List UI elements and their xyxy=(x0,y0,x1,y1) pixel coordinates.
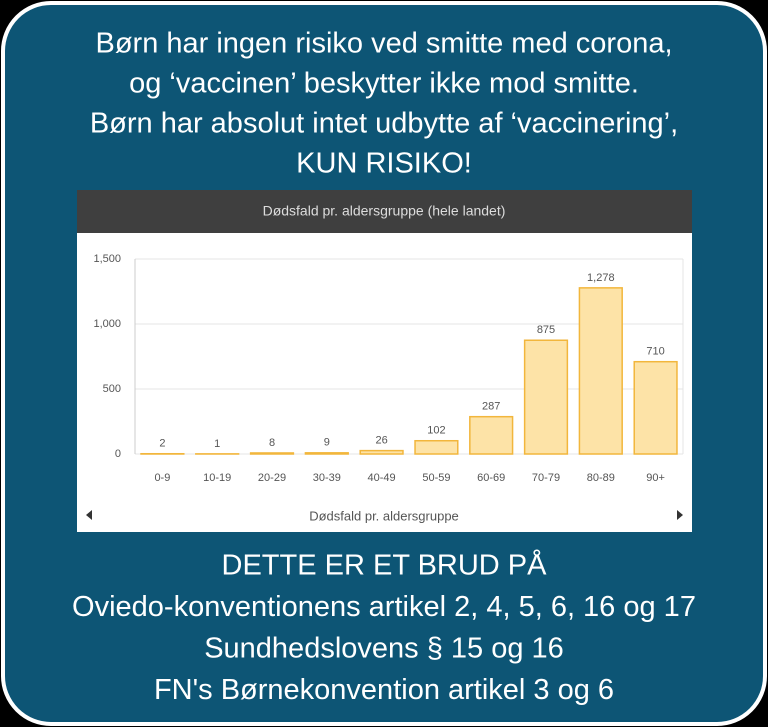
bar xyxy=(414,439,459,455)
footer-line: Oviedo-konventionens artikel 2, 4, 5, 6,… xyxy=(72,591,696,623)
x-tick-label: 0-9 xyxy=(154,472,170,484)
x-tick-label: 40-49 xyxy=(368,472,396,484)
heading-line: og ‘vaccinen’ beskytter ikke mod smitte. xyxy=(129,68,639,100)
value-label: 26 xyxy=(375,435,387,447)
bar xyxy=(249,452,295,455)
bar xyxy=(359,449,404,455)
x-tick-label: 70-79 xyxy=(532,472,560,484)
y-tick-label: 1,000 xyxy=(93,318,121,330)
x-tick-label: 10-19 xyxy=(203,472,231,484)
heading: Børn har ingen risiko ved smitte med cor… xyxy=(90,28,678,180)
bar xyxy=(523,339,569,455)
heading-line: Børn har ingen risiko ved smitte med cor… xyxy=(95,28,672,60)
y-tick-label: 1,500 xyxy=(93,253,121,265)
x-tick-label: 90+ xyxy=(646,472,665,484)
chart-header xyxy=(77,190,692,233)
value-label: 875 xyxy=(537,324,555,336)
x-axis-label: Dødsfald pr. aldersgruppe xyxy=(309,508,459,523)
bar xyxy=(578,287,623,455)
y-tick-label: 500 xyxy=(103,383,121,395)
x-tick-label: 80-89 xyxy=(587,472,615,484)
value-label: 287 xyxy=(482,401,500,413)
y-tick-label: 0 xyxy=(115,448,121,460)
chart-title: Dødsfald pr. aldersgruppe (hele landet) xyxy=(263,203,506,219)
footer-line: DETTE ER ET BRUD PÅ xyxy=(222,549,548,582)
value-label: 1 xyxy=(214,438,220,450)
x-tick-label: 30-39 xyxy=(313,472,341,484)
footer-line: Sundhedslovens § 15 og 16 xyxy=(204,633,564,665)
bar xyxy=(469,415,514,455)
heading-line: KUN RISIKO! xyxy=(296,148,472,180)
value-label: 9 xyxy=(324,437,330,449)
heading-line: Børn har absolut intet udbytte af ‘vacci… xyxy=(90,108,678,140)
scroll-right[interactable] xyxy=(677,510,683,520)
x-tick-label: 20-29 xyxy=(258,472,286,484)
value-label: 8 xyxy=(269,437,275,449)
scroll-left[interactable] xyxy=(86,510,92,520)
x-tick-label: 50-59 xyxy=(422,472,450,484)
value-label: 1,278 xyxy=(587,272,615,284)
value-label: 102 xyxy=(427,425,445,437)
value-label: 2 xyxy=(159,438,165,450)
bar xyxy=(633,360,678,455)
plot: 0 500 1,000 1,500 0-9 2 10-19 1 20-29 8 30-39 9 40-4… xyxy=(93,253,684,484)
x-tick-label: 60-69 xyxy=(477,472,505,484)
value-label: 710 xyxy=(646,346,664,358)
bar xyxy=(304,452,349,455)
footer-line: FN's Børnekonvention artikel 3 og 6 xyxy=(154,674,614,706)
footer: DETTE ER ET BRUD PÅ Oviedo-konventionens … xyxy=(72,549,696,707)
